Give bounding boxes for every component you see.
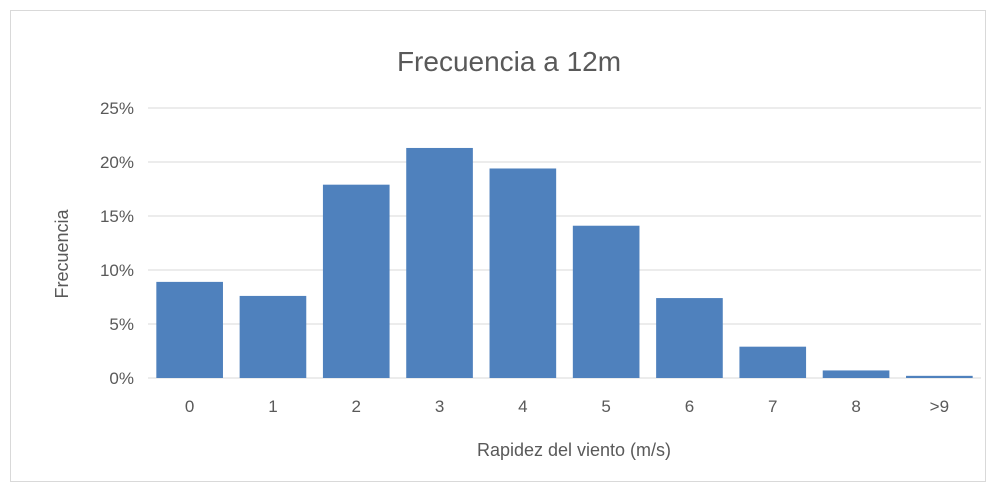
bar-6	[656, 298, 723, 378]
x-tick-label: 2	[352, 397, 361, 416]
x-tick-label: 6	[685, 397, 694, 416]
bar-5	[572, 225, 640, 378]
y-axis-label: Frecuencia	[52, 208, 72, 298]
x-tick-label: 1	[268, 397, 277, 416]
y-tick-label: 20%	[100, 153, 134, 172]
bar-8	[822, 370, 890, 378]
x-axis-label: Rapidez del viento (m/s)	[477, 440, 671, 460]
y-axis-tick-labels: 0% 5% 10% 15% 20% 25%	[100, 99, 134, 388]
y-tick-label: 25%	[100, 99, 134, 118]
y-tick-label: 15%	[100, 207, 134, 226]
bar-gt9	[906, 375, 973, 378]
bar-2	[322, 184, 390, 378]
y-tick-label: 10%	[100, 261, 134, 280]
bars	[156, 147, 973, 378]
x-tick-label: >9	[930, 397, 949, 416]
x-tick-label: 8	[851, 397, 860, 416]
chart-frame: Frecuencia a 12m 0% 5% 10% 15% 20% 25% 0 1 2 3 4 5…	[10, 10, 986, 482]
x-tick-label: 4	[518, 397, 527, 416]
chart-title: Frecuencia a 12m	[397, 46, 621, 77]
bar-4	[489, 168, 557, 378]
y-tick-label: 5%	[109, 315, 134, 334]
x-tick-label: 7	[768, 397, 777, 416]
bar-1	[239, 295, 307, 378]
bar-3	[406, 147, 473, 378]
x-tick-label: 5	[601, 397, 610, 416]
x-tick-label: 3	[435, 397, 444, 416]
x-tick-label: 0	[185, 397, 194, 416]
chart-svg: Frecuencia a 12m 0% 5% 10% 15% 20% 25% 0 1 2 3 4 5…	[52, 46, 981, 460]
x-axis-tick-labels: 0 1 2 3 4 5 6 7 8 >9	[185, 397, 949, 416]
bar-7	[739, 346, 807, 378]
bar-0	[156, 281, 223, 378]
y-tick-label: 0%	[109, 369, 134, 388]
